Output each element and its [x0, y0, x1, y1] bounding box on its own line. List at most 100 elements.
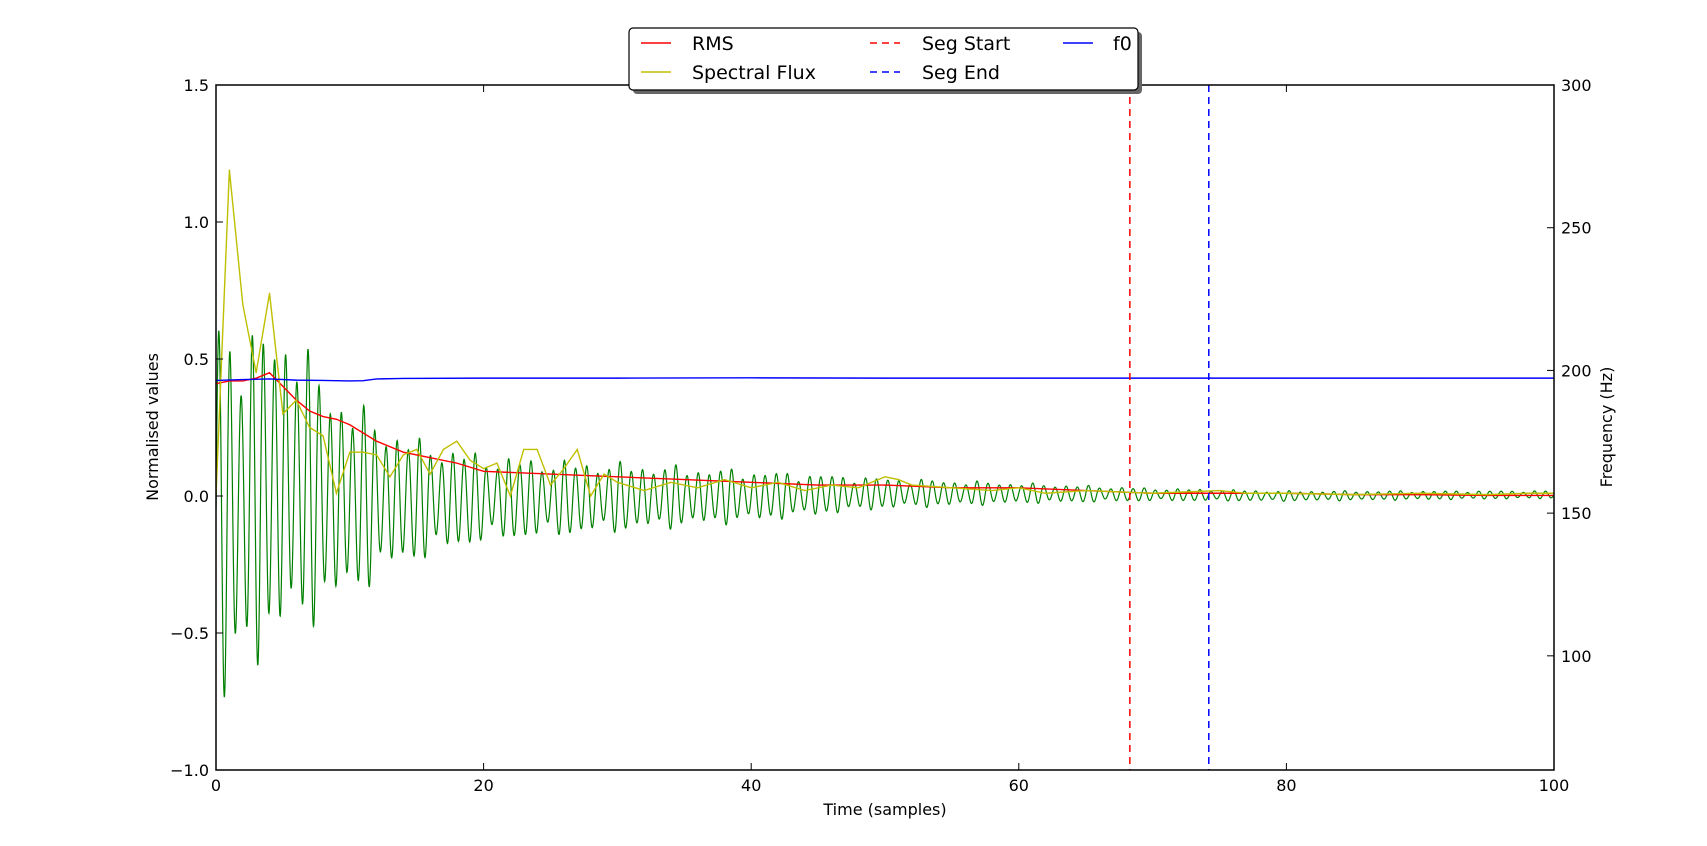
data-point-spectral-flux — [603, 473, 605, 475]
data-point-spectral-flux — [335, 492, 338, 494]
data-point-spectral-flux — [1352, 494, 1354, 496]
data-point-spectral-flux — [442, 448, 445, 451]
legend-label-seg-start: Seg Start — [922, 33, 1010, 55]
data-point-f0 — [1018, 377, 1020, 379]
y2-tick-label: 250 — [1561, 219, 1592, 238]
y-axis-label: Normalised values — [143, 353, 162, 501]
data-point-spectral-flux — [1285, 492, 1287, 494]
data-point-f0 — [616, 377, 619, 379]
legend: RMS Spectral Flux f0 Seg Start Seg End — [628, 27, 1142, 94]
data-point-spectral-flux — [576, 448, 578, 451]
plot-frame — [215, 84, 1555, 771]
data-point-spectral-flux — [309, 426, 311, 429]
data-point-spectral-flux — [429, 473, 431, 475]
data-point-spectral-flux — [857, 487, 859, 489]
data-point-spectral-flux — [402, 454, 404, 456]
data-point-rms — [429, 457, 431, 459]
y-tick-label: 0.0 — [184, 487, 209, 506]
data-point-spectral-flux — [1419, 492, 1421, 494]
data-point-rms — [282, 385, 284, 387]
data-point-spectral-flux — [1152, 492, 1154, 494]
data-point-spectral-flux — [549, 484, 552, 486]
data-point-spectral-flux — [951, 487, 953, 489]
series-line-f0 — [216, 377, 1554, 382]
y-tick-label: −1.0 — [170, 761, 209, 780]
data-point-rms — [616, 476, 619, 478]
data-point-f0 — [1419, 377, 1421, 379]
data-point-rms — [335, 418, 338, 420]
data-point-spectral-flux — [416, 448, 418, 451]
data-point-spectral-flux — [389, 476, 391, 478]
data-point-spectral-flux — [1018, 487, 1020, 489]
data-point-rms — [549, 473, 552, 475]
legend-label-seg-end: Seg End — [922, 62, 1000, 84]
data-point-spectral-flux — [523, 448, 525, 451]
data-point-spectral-flux — [268, 292, 271, 294]
x-axis-label: Time (samples) — [822, 800, 946, 819]
data-point-spectral-flux — [295, 399, 297, 401]
data-point-rms — [483, 470, 485, 472]
data-point-f0 — [1285, 377, 1287, 379]
data-point-spectral-flux — [228, 169, 230, 171]
y-tick-label: 1.0 — [184, 213, 209, 232]
data-point-spectral-flux — [483, 468, 485, 470]
data-point-spectral-flux — [563, 468, 565, 470]
y2-axis-label: Frequency (Hz) — [1597, 367, 1616, 488]
data-point-spectral-flux — [750, 487, 752, 489]
data-point-spectral-flux — [777, 481, 779, 483]
data-point-f0 — [483, 377, 485, 379]
data-point-f0 — [884, 377, 886, 379]
data-point-spectral-flux — [1044, 492, 1047, 494]
data-point-spectral-flux — [1218, 489, 1221, 492]
axis-ticks: 0 20 40 60 80 100 −1.0 −0.5 0.0 0.5 1.0 1.5 100 150 20… — [170, 76, 1591, 795]
data-point-f0 — [295, 379, 297, 381]
x-tick-label: 20 — [473, 776, 493, 795]
data-point-spectral-flux — [884, 476, 886, 478]
x-tick-label: 60 — [1009, 776, 1029, 795]
y2-tick-label: 150 — [1561, 504, 1592, 523]
data-point-spectral-flux — [670, 481, 672, 483]
y2-tick-label: 200 — [1561, 361, 1592, 380]
data-point-f0 — [362, 380, 364, 382]
data-point-rms — [456, 462, 458, 464]
data-point-rms — [349, 424, 351, 426]
data-point-f0 — [402, 377, 404, 380]
data-point-spectral-flux — [1245, 492, 1247, 494]
data-point-rms — [375, 440, 378, 442]
data-point-spectral-flux — [282, 413, 284, 415]
data-point-rms — [817, 484, 819, 486]
data-point-spectral-flux — [697, 487, 699, 489]
x-tick-label: 100 — [1539, 776, 1570, 795]
data-point-rms — [1218, 492, 1221, 494]
data-point-rms — [255, 377, 257, 379]
data-point-rms — [683, 478, 685, 481]
data-point-spectral-flux — [362, 451, 364, 453]
data-point-spectral-flux — [509, 495, 511, 497]
x-tick-label: 80 — [1276, 776, 1296, 795]
y2-tick-label: 100 — [1561, 647, 1592, 666]
legend-label-f0: f0 — [1113, 33, 1132, 55]
data-point-f0 — [750, 377, 752, 379]
data-point-rms — [268, 372, 271, 374]
legend-box — [628, 27, 1139, 91]
data-point-spectral-flux — [643, 489, 645, 492]
data-point-rms — [402, 451, 404, 453]
data-point-rms — [884, 484, 886, 486]
data-point-f0 — [322, 379, 324, 382]
data-point-spectral-flux — [496, 462, 498, 464]
y2-tick-label: 300 — [1561, 76, 1592, 95]
data-point-spectral-flux — [322, 435, 324, 437]
data-point-spectral-flux — [242, 303, 244, 305]
x-tick-label: 40 — [741, 776, 761, 795]
data-point-f0 — [268, 378, 271, 380]
data-point-spectral-flux — [897, 478, 899, 481]
data-point-spectral-flux — [375, 454, 378, 456]
data-point-spectral-flux — [1085, 489, 1087, 492]
data-point-f0 — [242, 378, 244, 381]
data-point-spectral-flux — [830, 484, 833, 486]
data-point-spectral-flux — [536, 448, 538, 451]
data-point-f0 — [375, 378, 378, 380]
y-tick-label: −0.5 — [170, 624, 209, 643]
data-point-rms — [322, 415, 324, 418]
